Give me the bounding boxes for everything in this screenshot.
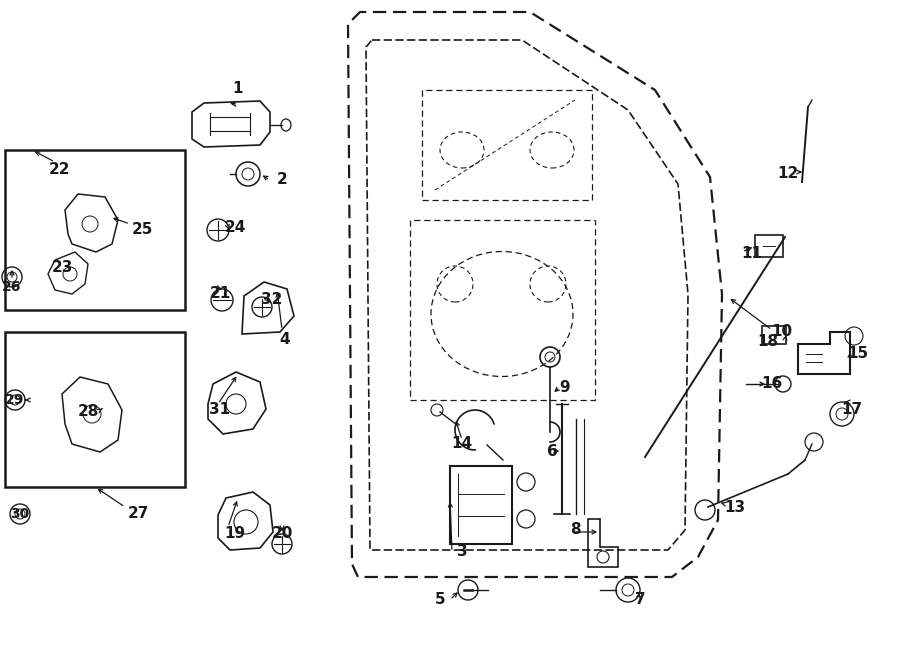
Text: 31: 31 (210, 402, 230, 418)
Text: 6: 6 (546, 444, 557, 459)
Text: 15: 15 (848, 346, 868, 361)
Text: 30: 30 (11, 507, 30, 521)
Text: 4: 4 (280, 332, 291, 348)
Text: 28: 28 (77, 404, 99, 420)
Text: 23: 23 (51, 260, 73, 275)
Text: 13: 13 (724, 500, 745, 514)
Text: 20: 20 (271, 526, 292, 542)
Text: 26: 26 (3, 280, 22, 294)
Text: 22: 22 (50, 162, 71, 177)
Text: 25: 25 (131, 222, 153, 238)
Text: 3: 3 (456, 545, 467, 559)
Text: 16: 16 (761, 377, 783, 391)
Text: 32: 32 (261, 293, 283, 308)
Text: 19: 19 (224, 526, 246, 542)
Bar (5, 332, 185, 487)
Text: 27: 27 (127, 506, 148, 522)
Text: 11: 11 (742, 246, 762, 261)
Text: 21: 21 (210, 287, 230, 301)
Text: 9: 9 (560, 379, 571, 395)
Text: 5: 5 (435, 592, 446, 608)
Text: 12: 12 (778, 167, 798, 181)
Bar (450, 466, 512, 544)
Text: 1: 1 (233, 81, 243, 96)
Text: 8: 8 (570, 522, 580, 538)
Text: 7: 7 (634, 592, 645, 608)
Text: 17: 17 (842, 402, 862, 418)
Text: 14: 14 (452, 436, 472, 451)
Text: 24: 24 (224, 220, 246, 234)
Text: 2: 2 (276, 173, 287, 187)
Text: 18: 18 (758, 334, 778, 350)
Bar (5, 150, 185, 310)
Text: 29: 29 (5, 393, 24, 407)
Text: 10: 10 (771, 324, 793, 340)
